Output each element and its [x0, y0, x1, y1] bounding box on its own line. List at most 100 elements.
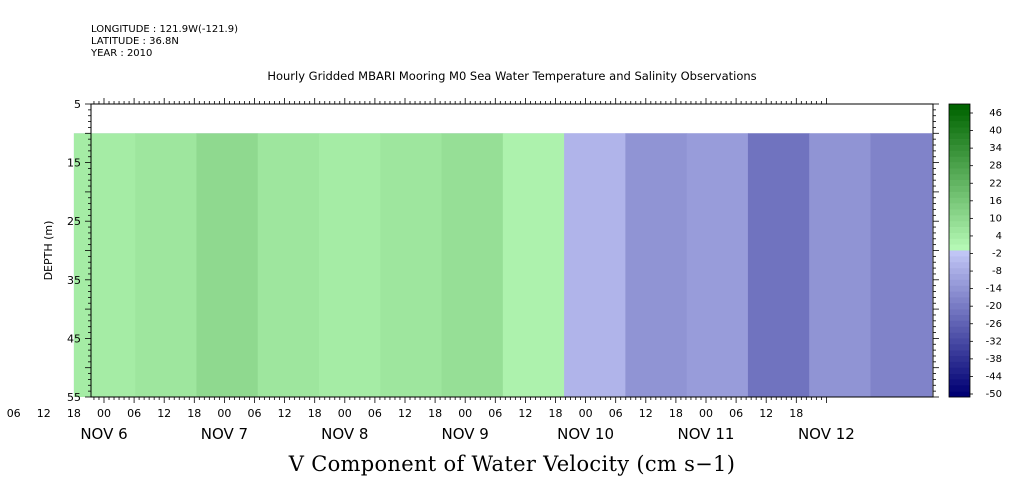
colorbar-label: 28 [989, 161, 1002, 172]
heatmap-fill [73, 133, 933, 398]
colorbar-swatch [949, 379, 970, 386]
colorbar-swatch [949, 209, 970, 216]
x-day-label: NOV 11 [678, 425, 735, 443]
x-day-label: NOV 8 [321, 425, 368, 443]
y-tick-label: 25 [67, 215, 81, 228]
colorbar-swatch [949, 180, 970, 187]
x-hour-label: 00 [458, 407, 472, 420]
x-hour-label: 00 [579, 407, 593, 420]
heatmap-cell [564, 133, 626, 398]
colorbar-swatch [949, 338, 970, 345]
colorbar-swatch [949, 285, 970, 292]
colorbar-swatch [949, 139, 970, 146]
colorbar-swatch [949, 150, 970, 158]
x-hour-label: 00 [338, 407, 352, 420]
colorbar-label: -2 [992, 249, 1002, 260]
colorbar-swatch [949, 303, 970, 310]
heatmap-cell [380, 133, 443, 398]
heatmap-cell [686, 133, 749, 398]
colorbar-swatch [949, 221, 970, 228]
year-label: YEAR : 2010 [91, 48, 153, 59]
x-axis-label: V Component of Water Velocity (cm s−1) [288, 452, 736, 476]
heatmap-cell [870, 133, 933, 398]
colorbar-swatch [949, 133, 970, 140]
y-tick-label: 45 [67, 332, 81, 345]
x-hour-label: 18 [308, 407, 322, 420]
colorbar-label: -14 [986, 284, 1002, 295]
longitude-label: LONGITUDE : 121.9W(-121.9) [91, 24, 238, 35]
colorbar-swatch [949, 115, 970, 122]
colorbar-frame [948, 103, 971, 398]
colorbar-label: 40 [989, 126, 1002, 137]
colorbar-swatch [949, 332, 970, 339]
colorbar-swatch [949, 391, 970, 398]
x-hour-label: 06 [248, 407, 262, 420]
x-hour-label: 12 [37, 407, 51, 420]
x-day-label: NOV 7 [201, 425, 248, 443]
x-hour-label: 18 [669, 407, 683, 420]
colorbar-swatch [949, 174, 970, 181]
x-hour-label: 12 [398, 407, 412, 420]
colorbar-label: 4 [996, 231, 1002, 242]
colorbar-swatch [949, 145, 970, 152]
x-day-label: NOV 9 [442, 425, 489, 443]
colorbar-swatch [949, 168, 970, 175]
x-hour-label: 06 [609, 407, 623, 420]
colorbar-label: 34 [989, 143, 1002, 154]
colorbar-swatch [949, 227, 970, 234]
colorbar-swatch [949, 197, 970, 204]
colorbar-swatch [949, 191, 970, 199]
x-hour-label: 00 [217, 407, 231, 420]
x-hour-label: 12 [278, 407, 292, 420]
colorbar-swatch [949, 268, 970, 275]
x-hour-label: 18 [789, 407, 803, 420]
colorbar-swatch [949, 326, 970, 333]
heatmap-cell [441, 133, 504, 398]
colorbar-swatch [949, 215, 970, 222]
colorbar-swatch [949, 344, 970, 351]
colorbar-label: -26 [986, 319, 1002, 330]
x-hour-label: 18 [549, 407, 563, 420]
colorbar-swatch [949, 244, 970, 251]
colorbar-label: 16 [989, 196, 1002, 207]
colorbar-swatch [949, 367, 970, 374]
colorbar-label: 10 [989, 213, 1002, 224]
x-hour-label: 00 [97, 407, 111, 420]
x-hour-label: 06 [488, 407, 502, 420]
x-hour-label: 12 [518, 407, 532, 420]
colorbar-swatch [949, 156, 970, 163]
colorbar-swatch [949, 121, 970, 128]
colorbar-label: 22 [989, 178, 1002, 189]
plot-axes: 5 15 25 35 45 55 00 06 12 18 00 06 12 18 00 06 12 18 00 06 1… [7, 98, 939, 443]
colorbar-label: -38 [986, 354, 1002, 365]
heatmap-cell [257, 133, 320, 398]
heatmap-cell [196, 133, 259, 398]
colorbar-swatch [949, 262, 970, 269]
x-hour-label: 06 [127, 407, 141, 420]
x-day-label: NOV 6 [80, 425, 127, 443]
x-hour-label: 12 [759, 407, 773, 420]
colorbar-swatch [949, 297, 970, 304]
x-hour-label: 18 [187, 407, 201, 420]
colorbar-swatch [949, 385, 970, 392]
heatmap-cell [809, 133, 871, 398]
colorbar-swatch [949, 109, 970, 117]
colorbar-swatch [949, 104, 970, 111]
colorbar-swatch [949, 355, 970, 363]
y-tick-label: 55 [67, 391, 81, 404]
y-tick-label: 15 [67, 157, 81, 170]
x-hour-label: 06 [368, 407, 382, 420]
y-axis-label: DEPTH (m) [42, 221, 55, 281]
x-hour-label: 00 [699, 407, 713, 420]
colorbar-swatch [949, 291, 970, 298]
chart-title: Hourly Gridded MBARI Mooring M0 Sea Wate… [267, 69, 757, 83]
colorbar: 46 40 34 28 22 16 10 4 -2 -8 -14 -20 -26 -32 -38 -44 -50 [948, 103, 1002, 400]
colorbar-swatch [949, 203, 970, 210]
colorbar-swatch [949, 232, 970, 240]
heatmap-cell [625, 133, 688, 398]
colorbar-label: -8 [992, 266, 1002, 277]
x-hour-label: 12 [157, 407, 171, 420]
colorbar-label: 46 [989, 108, 1002, 119]
colorbar-label: -20 [986, 301, 1002, 312]
